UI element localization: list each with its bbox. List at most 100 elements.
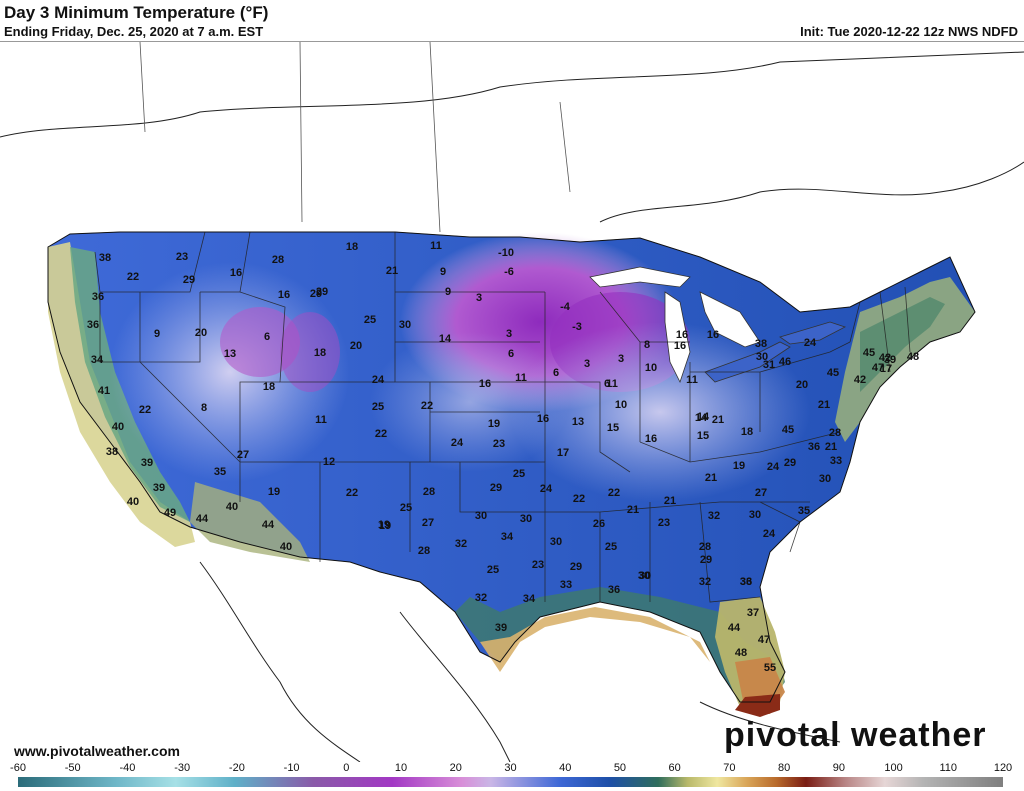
temperature-value: 32 [698,576,712,588]
temperature-value: 25 [363,314,377,326]
temperature-value: 47 [757,634,771,646]
source-url[interactable]: www.pivotalweather.com [14,743,180,759]
temperature-value: 27 [421,517,435,529]
colorbar-tick-label: 70 [723,762,736,774]
temperature-value: 9 [444,286,452,298]
temperature-value: 17 [556,447,570,459]
temperature-value: 23 [657,517,671,529]
temperature-value: 42 [878,352,892,364]
temperature-value: 31 [762,359,776,371]
temperature-value: 19 [732,460,746,472]
temperature-value: 30 [638,570,652,582]
colorbar-tick-label: 100 [884,762,903,774]
temperature-value: 34 [522,593,536,605]
temperature-value: 11 [686,374,698,386]
temperature-value: 48 [906,351,920,363]
temperature-value: 20 [194,327,208,339]
temperature-value: 16 [478,378,492,390]
temperature-map: 38 22 23 16 28 18 11 -10 29 21 9 -6 36 29 16 29 3 -4 9 25 30… [0,42,1024,762]
temperature-value: 32 [474,592,488,604]
temperature-value: 34 [90,354,104,366]
colorbar-tick-label: 20 [449,762,462,774]
temperature-value: 39 [883,354,897,366]
temperature-value: 10 [614,399,628,411]
temperature-value: 24 [762,528,776,540]
temperature-value: 39 [152,482,166,494]
colorbar-tick-label: 120 [993,762,1013,774]
temperature-value: 14 [696,411,710,423]
temperature-value: 21 [817,399,831,411]
colorbar-tick-label: 40 [559,762,572,774]
temperature-value: 19 [377,519,391,531]
temperature-value: 16 [706,329,720,341]
colorbar-tick-label: -30 [174,762,191,774]
temperature-value: 20 [795,379,809,391]
temperature-value: 25 [371,401,385,413]
temperature-value: 22 [374,428,388,440]
temperature-value: 6 [603,378,611,390]
temperature-value: 40 [126,496,140,508]
temperature-value: 16 [277,289,291,301]
temperature-value: 25 [399,502,413,514]
temperature-value: 19 [378,520,392,532]
temperature-value: 11 [315,414,327,426]
colorbar-ticks: -60 -50 -40 -30 -20 -10 0 10 20 30 40 50 60 70 80 90 100… [0,762,1024,776]
temperature-value: 24 [803,337,817,349]
temperature-value: 22 [138,404,152,416]
temperature-value: 28 [417,545,431,557]
temperature-value: 38 [105,446,119,458]
temperature-value: 18 [740,426,754,438]
temperature-value: 18 [345,241,359,253]
temperature-value: 29 [569,561,583,573]
colorbar-tick-label: -10 [283,762,300,774]
temperature-value: 40 [225,501,239,513]
temperature-value: 36 [91,291,105,303]
temperature-value: 22 [607,487,621,499]
temperature-value: 27 [236,449,250,461]
temperature-value: 21 [385,265,399,277]
temperature-value: 9 [153,328,161,340]
temperature-value: 16 [536,413,550,425]
temperature-value: 33 [739,576,753,588]
temperature-value: 36 [807,441,821,453]
temperature-value: 25 [486,564,500,576]
temperature-value: 21 [711,414,725,426]
temperature-value: 29 [309,288,323,300]
temperature-value: 9 [439,266,447,278]
temperature-value: 21 [824,441,838,453]
brand-logo: pivotal weather [724,716,987,754]
temperature-value: 19 [267,486,281,498]
temperature-value: 14 [438,333,452,345]
temperature-value: 38 [754,338,768,350]
temperature-value: 39 [494,622,508,634]
temperature-value: 20 [349,340,363,352]
temperature-value: 11 [430,240,442,252]
temperature-value: 44 [261,519,275,531]
temperature-value: 24 [450,437,464,449]
temperature-value: 46 [778,356,792,368]
temperature-value: 30 [748,509,762,521]
temperature-value: 45 [781,424,795,436]
map-canvas [0,42,1024,762]
temperature-value: 30 [519,513,533,525]
temperature-value: 32 [707,510,721,522]
temperature-value: 23 [492,438,506,450]
colorbar-tick-label: 10 [394,762,408,774]
temperature-value: 26 [592,518,606,530]
temperature-value: 45 [826,367,840,379]
temperature-value: 12 [322,456,336,468]
temperature-value: 35 [797,505,811,517]
temperature-value: 24 [539,483,553,495]
temperature-value: 49 [163,507,177,519]
map-header: Day 3 Minimum Temperature (°F) Ending Fr… [0,0,1024,42]
temperature-value: 30 [398,319,412,331]
temperature-value: 22 [420,400,434,412]
temperature-value: 17 [879,363,893,375]
temperature-value: 36 [86,319,100,331]
temperature-value: 33 [559,579,573,591]
colorbar-gradient [18,777,1003,787]
temperature-value: 30 [549,536,563,548]
temperature-value: 3 [505,328,513,340]
temperature-value: 47 [871,362,885,374]
temperature-value: 29 [182,274,196,286]
